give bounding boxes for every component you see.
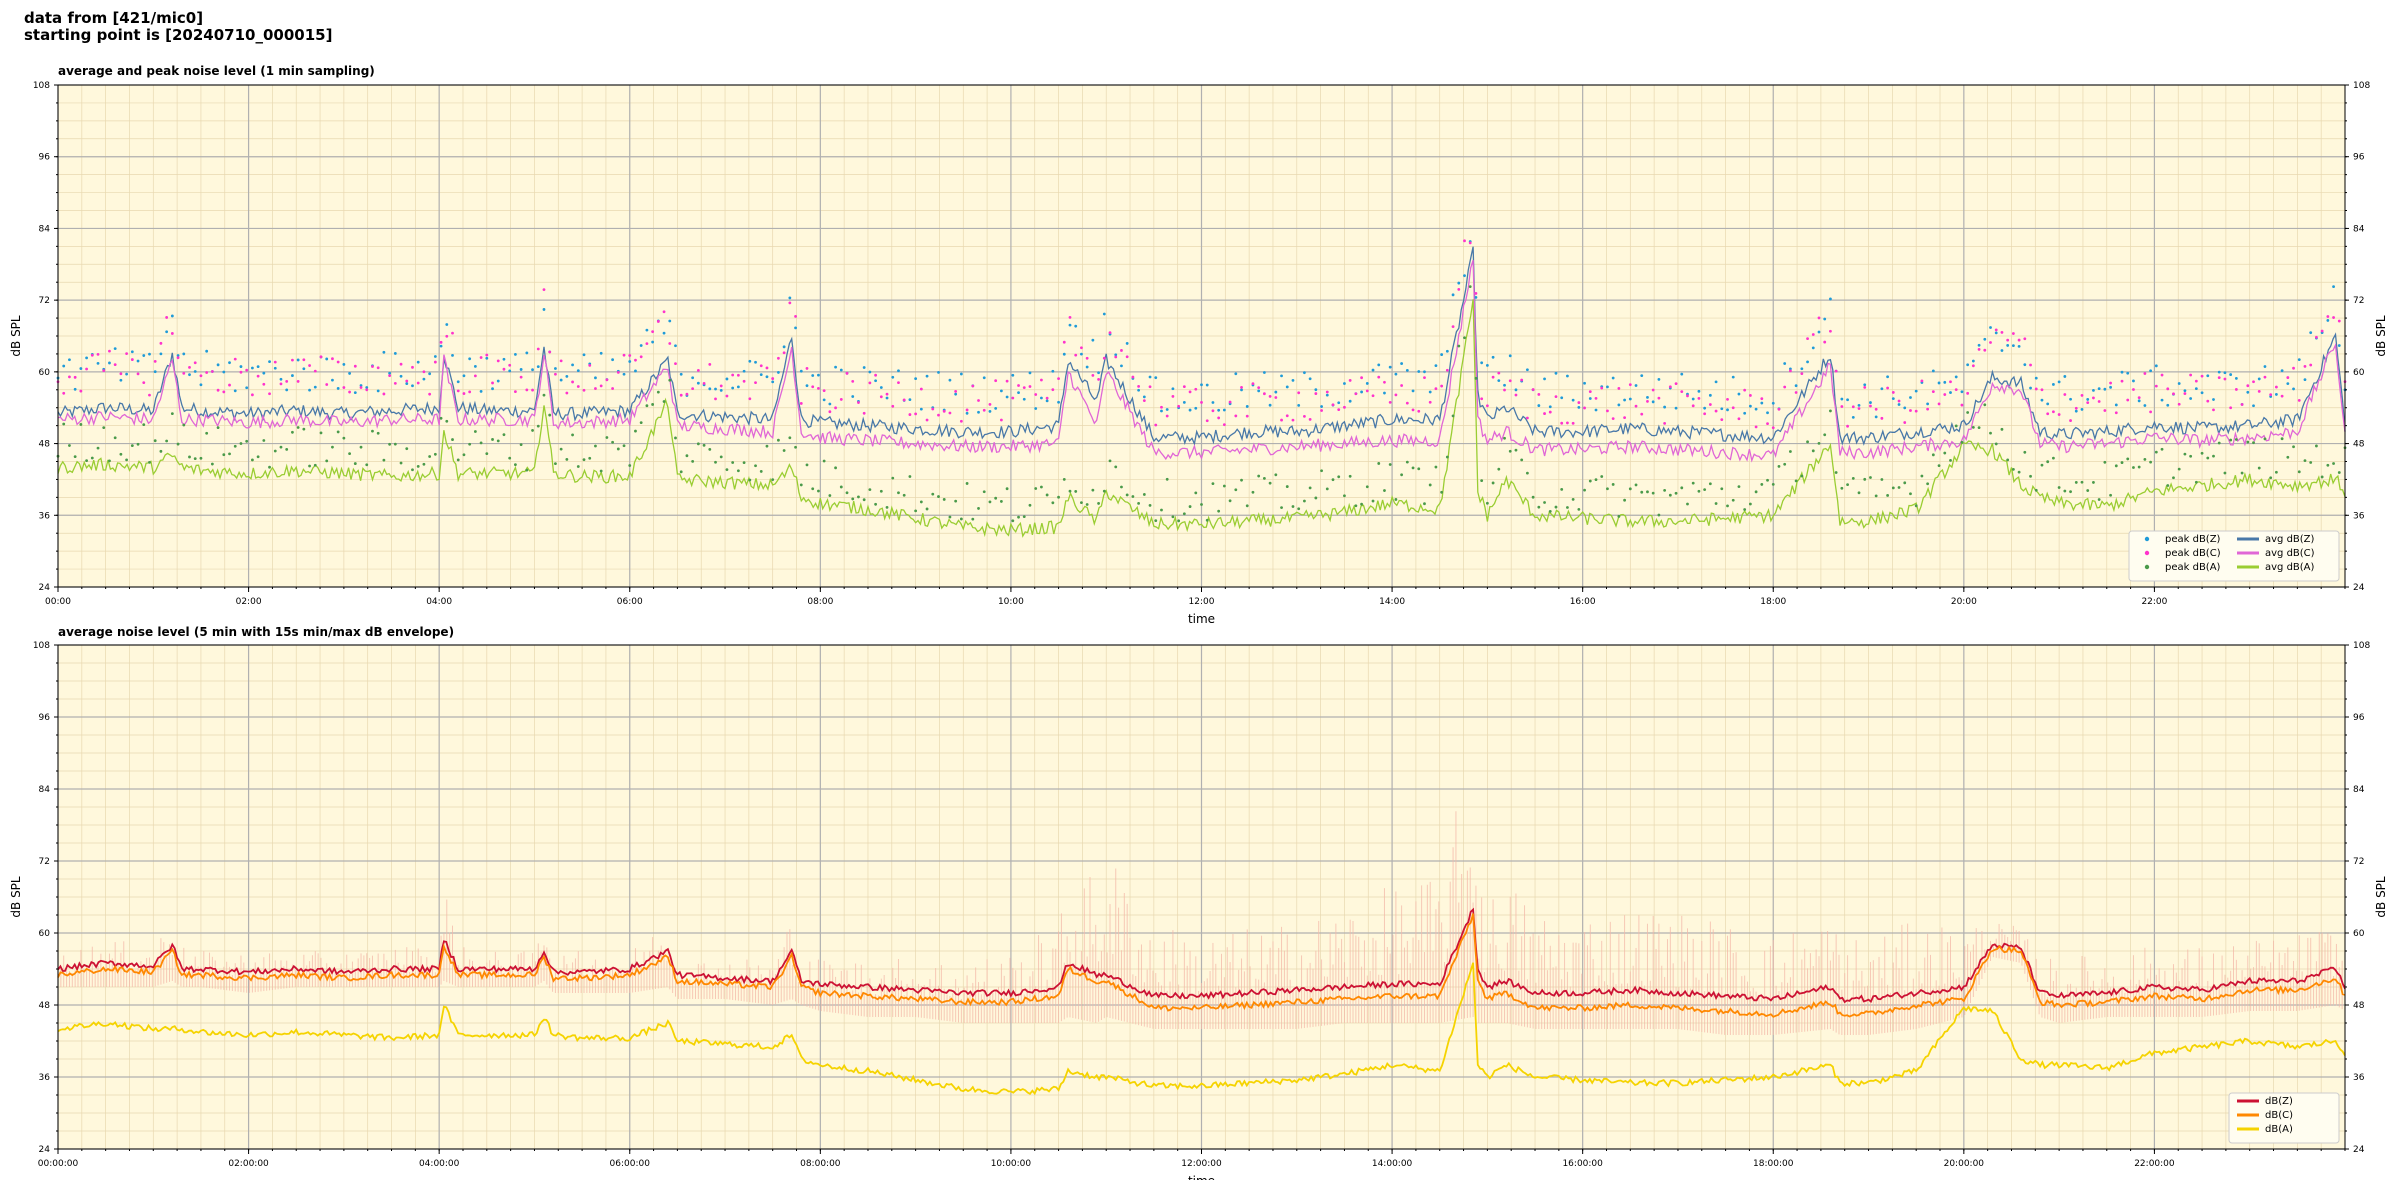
legend-marker <box>2144 536 2150 542</box>
y-tick-label: 24 <box>39 1145 51 1155</box>
legend: peak dB(Z) avg dB(Z) peak dB(C) avg dB(C) pe… <box>2128 530 2340 582</box>
x-tick-label: 20:00 <box>1951 597 1977 607</box>
legend: dB(Z) dB(C) dB(A) <box>2228 1092 2340 1144</box>
x-tick-label: 18:00:00 <box>1753 1159 1794 1169</box>
peak-markers-3 <box>56 240 2347 419</box>
y-tick-label-right: 60 <box>2353 929 2365 939</box>
y-axis-label: dB SPL <box>9 315 23 357</box>
x-tick-label: 02:00:00 <box>228 1159 269 1169</box>
x-tick-label: 12:00:00 <box>1181 1159 1222 1169</box>
start-line: starting point is [20240710_000015] <box>24 26 333 44</box>
x-tick-label: 14:00 <box>1379 597 1405 607</box>
legend-label: peak dB(Z) <box>2165 534 2221 545</box>
report-header: data from [421/mic0] starting point is [… <box>24 10 332 44</box>
x-axis-label: time <box>1188 612 1215 626</box>
chart-title: average noise level (5 min with 15s min/… <box>58 625 454 639</box>
series-line-0 <box>57 246 2346 446</box>
legend-marker <box>2144 550 2150 556</box>
y-tick-label-right: 48 <box>2353 440 2365 450</box>
y-axis-label-right: dB SPL <box>2374 876 2388 918</box>
x-tick-label: 00:00:00 <box>38 1159 79 1169</box>
y-tick-label-right: 24 <box>2353 583 2365 593</box>
axis-ticks <box>54 644 2349 1154</box>
legend-label: dB(A) <box>2265 1124 2293 1135</box>
y-tick-label-right: 108 <box>2353 641 2370 651</box>
series-line-2 <box>57 962 2346 1096</box>
y-tick-label-right: 36 <box>2353 1073 2365 1083</box>
x-tick-label: 12:00 <box>1189 597 1215 607</box>
series-line-1 <box>57 913 2346 1018</box>
y-tick-label-right: 96 <box>2353 153 2365 163</box>
y-tick-label: 36 <box>39 1073 51 1083</box>
x-tick-label: 08:00 <box>807 597 833 607</box>
axis-ticks <box>54 84 2349 592</box>
y-tick-label-right: 72 <box>2353 296 2364 306</box>
x-tick-label: 18:00 <box>1760 597 1786 607</box>
y-axis-label: dB SPL <box>9 876 23 918</box>
peak-noise-chart: average and peak noise level (1 min samp… <box>9 64 2388 626</box>
x-tick-label: 16:00 <box>1570 597 1596 607</box>
y-tick-label-right: 96 <box>2353 713 2365 723</box>
y-tick-label-right: 24 <box>2353 1145 2365 1155</box>
y-tick-label: 96 <box>39 153 51 163</box>
legend-label: peak dB(C) <box>2165 548 2221 559</box>
x-tick-label: 14:00:00 <box>1372 1159 1413 1169</box>
peak-markers-4 <box>56 239 2347 430</box>
x-tick-label: 04:00 <box>426 597 452 607</box>
legend-label: dB(C) <box>2265 1110 2293 1121</box>
y-tick-label-right: 84 <box>2353 785 2365 795</box>
envelope-noise-chart: average noise level (5 min with 15s min/… <box>9 625 2388 1180</box>
legend-marker <box>2144 564 2150 570</box>
y-tick-label-right: 48 <box>2353 1001 2365 1011</box>
y-tick-label-right: 108 <box>2353 81 2370 91</box>
legend-label: peak dB(A) <box>2165 562 2221 573</box>
y-tick-label-right: 60 <box>2353 368 2365 378</box>
y-tick-label: 72 <box>39 296 50 306</box>
y-tick-label: 108 <box>33 81 50 91</box>
x-tick-label: 10:00 <box>998 597 1024 607</box>
y-tick-label: 60 <box>39 368 51 378</box>
x-tick-label: 16:00:00 <box>1562 1159 1603 1169</box>
series-line-1 <box>57 260 2346 463</box>
x-tick-label: 20:00:00 <box>1944 1159 1985 1169</box>
y-tick-label: 48 <box>39 440 51 450</box>
peak-markers-5 <box>56 285 2347 523</box>
y-tick-label-right: 36 <box>2353 511 2365 521</box>
x-tick-label: 08:00:00 <box>800 1159 841 1169</box>
x-tick-label: 04:00:00 <box>419 1159 460 1169</box>
x-tick-label: 06:00:00 <box>610 1159 651 1169</box>
y-tick-label: 84 <box>39 224 51 234</box>
y-tick-label: 96 <box>39 713 51 723</box>
x-tick-label: 22:00 <box>2141 597 2167 607</box>
y-axis-label-right: dB SPL <box>2374 315 2388 357</box>
source-line: data from [421/mic0] <box>24 9 204 27</box>
y-tick-label: 24 <box>39 583 51 593</box>
chart-title: average and peak noise level (1 min samp… <box>58 64 375 78</box>
series-line-2 <box>57 299 2346 538</box>
y-tick-label: 60 <box>39 929 51 939</box>
legend-label: avg dB(A) <box>2265 562 2315 573</box>
x-tick-label: 22:00:00 <box>2134 1159 2175 1169</box>
x-tick-label: 02:00 <box>236 597 262 607</box>
y-tick-label: 84 <box>39 785 51 795</box>
legend-box <box>2128 530 2340 582</box>
y-tick-label: 36 <box>39 511 51 521</box>
y-tick-label: 72 <box>39 857 50 867</box>
legend-label: avg dB(Z) <box>2265 534 2315 545</box>
y-tick-label-right: 84 <box>2353 224 2365 234</box>
y-tick-label-right: 72 <box>2353 857 2364 867</box>
legend-label: dB(Z) <box>2265 1096 2293 1107</box>
y-tick-label: 48 <box>39 1001 51 1011</box>
x-tick-label: 06:00 <box>617 597 643 607</box>
legend-label: avg dB(C) <box>2265 548 2315 559</box>
x-tick-label: 10:00:00 <box>991 1159 1032 1169</box>
x-tick-label: 00:00 <box>45 597 71 607</box>
x-axis-label: time <box>1188 1174 1215 1180</box>
y-tick-label: 108 <box>33 641 50 651</box>
